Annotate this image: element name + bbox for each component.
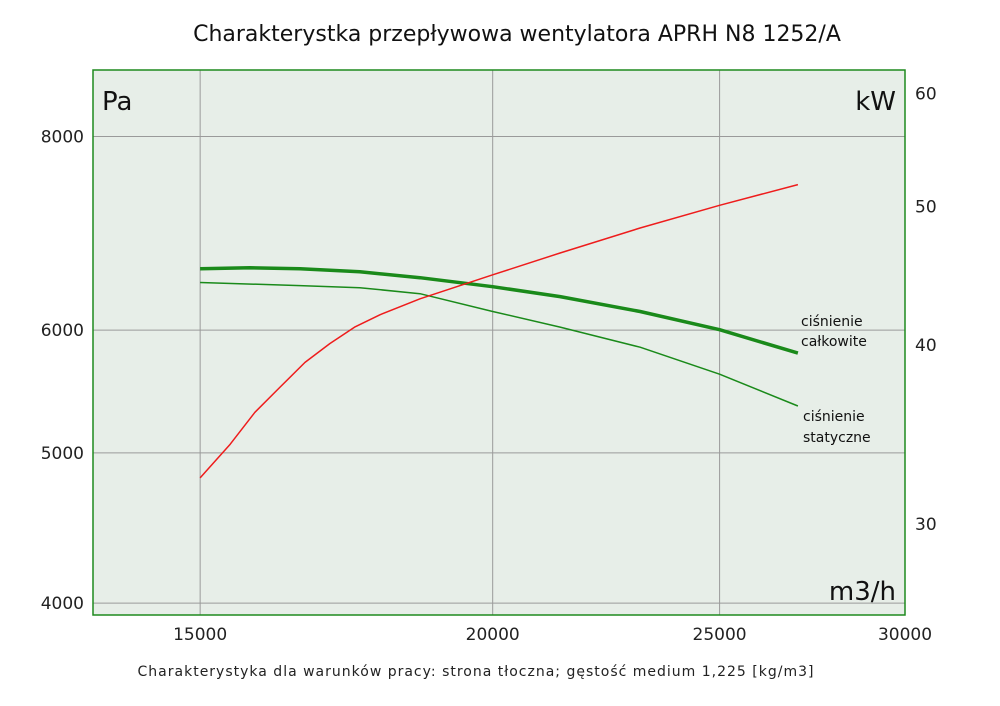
static-pressure-line [200, 281, 799, 407]
y-tick-label: 8000 [41, 127, 84, 147]
y-tick-label: 6000 [41, 321, 84, 341]
total-pressure-label-line2: całkowite [801, 334, 867, 350]
y-tick-label: 5000 [41, 444, 84, 464]
y2-tick-label: 30 [915, 515, 937, 535]
x-tick-label: 20000 [466, 625, 520, 645]
x-axis-unit-label: m3/h [829, 577, 896, 607]
total-pressure-line [200, 266, 799, 355]
x-tick-label: 25000 [693, 625, 747, 645]
y2-tick-label: 60 [915, 84, 937, 104]
static-pressure-label-line1: ciśnienie [803, 409, 865, 425]
x-tick-label: 15000 [173, 625, 227, 645]
x-tick-label: 30000 [878, 625, 932, 645]
chart-footer-note: Charakterystyka dla warunków pracy: stro… [138, 664, 815, 680]
plot-frame [92, 69, 906, 616]
total-pressure-label-line1: ciśnienie [801, 314, 863, 330]
y-tick-label: 4000 [41, 594, 84, 614]
y2-tick-label: 40 [915, 336, 937, 356]
tick-labels: 15000 20000 25000 30000 4000 5000 6000 8000 30 40… [41, 84, 937, 645]
grid-lines [93, 70, 905, 615]
y2-axis-unit-label: kW [855, 87, 896, 117]
y2-tick-label: 50 [915, 198, 937, 218]
plot-area [93, 70, 905, 615]
static-pressure-label-line2: statyczne [803, 430, 871, 446]
series-group [199, 183, 799, 479]
chart-title: Charakterystka przepływowa wentylatora A… [193, 22, 841, 47]
power-line [199, 183, 799, 479]
y-axis-unit-label: Pa [102, 87, 132, 117]
